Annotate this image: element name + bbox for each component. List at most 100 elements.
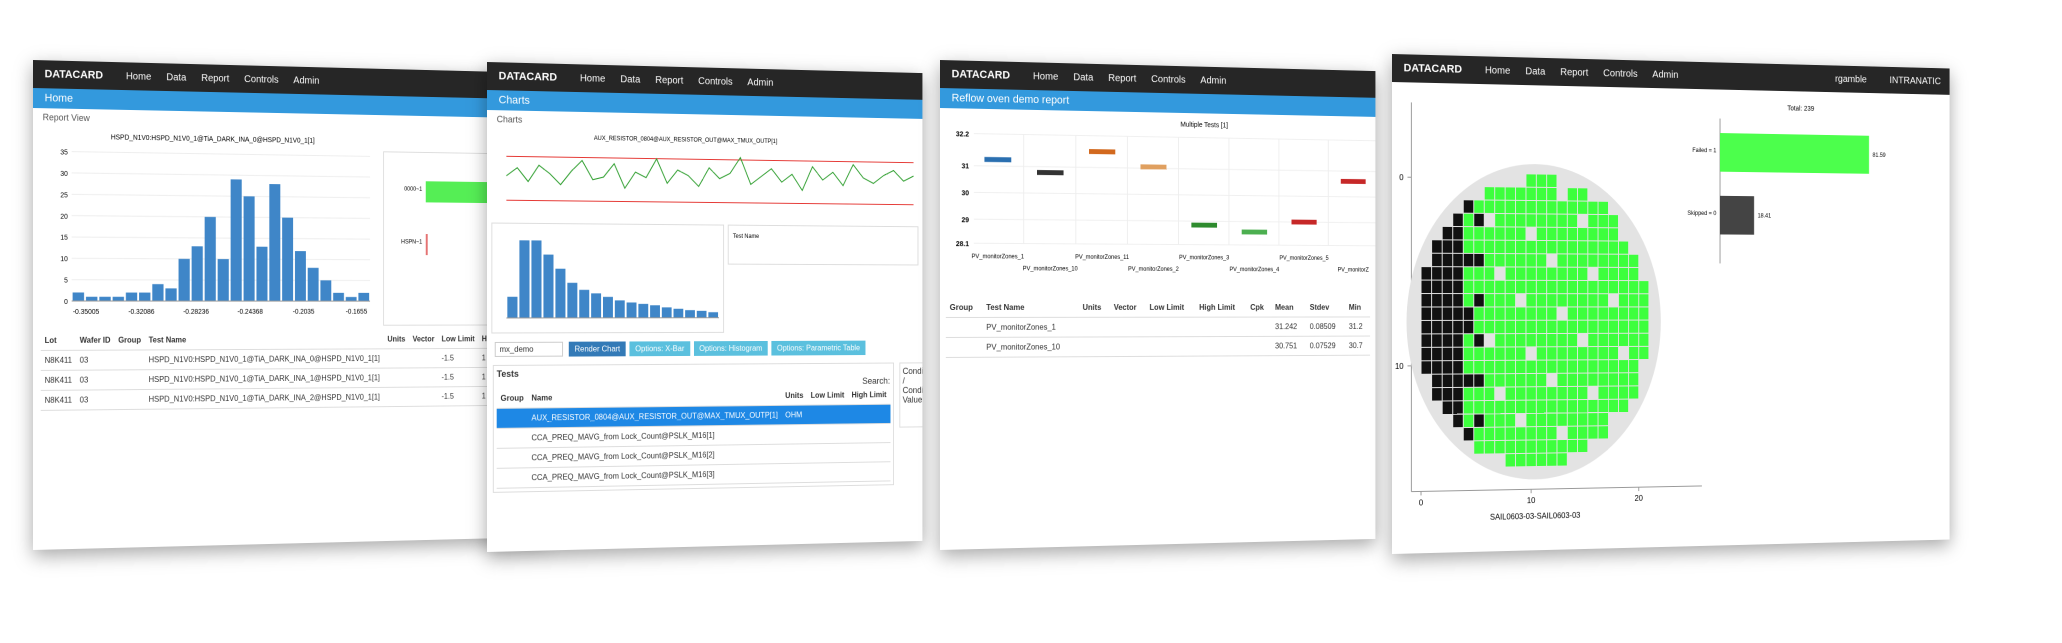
wafer-die: [1453, 361, 1463, 374]
selector[interactable]: mx_demo: [494, 341, 564, 357]
wafer-die: [1526, 200, 1536, 214]
nav-item[interactable]: Report: [1560, 66, 1589, 79]
nav-item[interactable]: Report: [1108, 72, 1137, 85]
wafer-die: [1567, 188, 1578, 201]
nav-item[interactable]: Admin: [293, 74, 320, 87]
wafer-die: [1432, 320, 1442, 334]
nav-item[interactable]: Home: [1032, 70, 1059, 83]
nav-item[interactable]: Admin: [1200, 74, 1227, 87]
nav-item[interactable]: Report: [201, 72, 230, 85]
wafer-die: [1598, 333, 1608, 347]
wafer-die: [1598, 254, 1608, 267]
nav-item[interactable]: Data: [1525, 65, 1546, 78]
table-cell: [409, 386, 439, 407]
wafer-die: [1578, 360, 1588, 373]
button[interactable]: Options: Histogram: [693, 340, 768, 356]
x-tick-label: 0: [1419, 498, 1424, 507]
wafer-die: [1453, 226, 1463, 240]
wafer-die: [1442, 226, 1453, 240]
wafer-die: [1536, 214, 1547, 227]
wafer-die: [1495, 374, 1505, 387]
wafer-die: [1557, 413, 1567, 426]
nav-item[interactable]: Controls: [1151, 73, 1186, 86]
wafer-die: [1474, 360, 1484, 374]
bar: [178, 258, 190, 302]
nav-item[interactable]: Home: [1484, 64, 1511, 77]
wafer-die: [1557, 333, 1567, 347]
table-cell: [496, 447, 528, 469]
wafer-die: [1588, 214, 1598, 228]
table-cell: N8K411: [40, 370, 76, 391]
table-cell: [807, 404, 848, 425]
wafer-die: [1453, 401, 1463, 414]
nav-item[interactable]: Admin: [747, 76, 774, 89]
nav-item[interactable]: Data: [166, 71, 187, 84]
wafer-die: [1505, 347, 1516, 360]
wafer-die: [1463, 427, 1474, 441]
wafer-die: [1608, 386, 1618, 399]
wafer-die: [1536, 400, 1547, 413]
chart-title: Multiple Tests [1]: [1180, 122, 1228, 130]
nav-item[interactable]: Controls: [698, 75, 733, 88]
wafer-die: [1474, 227, 1484, 240]
wafer-die: [1547, 360, 1557, 373]
wafer-die: [1536, 440, 1547, 453]
nav-item[interactable]: Home: [125, 70, 152, 83]
bar-category: Failed = 1: [1692, 148, 1716, 154]
bar: [685, 310, 695, 318]
wafer-die: [1516, 374, 1526, 387]
wafer-die: [1557, 201, 1567, 214]
nav-item[interactable]: Controls: [1603, 67, 1638, 80]
table-cell: [847, 423, 891, 444]
wafer-die: [1474, 427, 1484, 441]
button[interactable]: Options: X-Bar: [629, 341, 690, 357]
wafer-die: [1516, 267, 1526, 280]
wafer-die: [1526, 427, 1536, 440]
wafer-die: [1495, 414, 1505, 427]
wafer-die: [1495, 254, 1505, 267]
x-tick-label: -0.28236: [183, 309, 209, 316]
wafer-die: [1505, 414, 1516, 427]
y-tick-label: 20: [60, 213, 68, 220]
nav-item[interactable]: Controls: [244, 73, 279, 86]
x-tick-label: 20: [1635, 494, 1644, 503]
x-tick-label: 10: [1527, 496, 1536, 505]
wafer-die: [1629, 386, 1639, 399]
chart-title: Total: 239: [1787, 105, 1814, 112]
y-tick-label: 31: [962, 163, 970, 170]
wafer-die: [1516, 347, 1526, 360]
nav-item[interactable]: Report: [655, 74, 684, 87]
wafer-die: [1484, 267, 1495, 280]
x-tick-label: PV_monitorZones_3: [1179, 255, 1230, 261]
wafer-die: [1442, 240, 1453, 253]
wafer-die: [1547, 400, 1557, 413]
wafer-die: [1495, 227, 1505, 240]
table-cell: [807, 443, 848, 464]
wafer-die: [1536, 280, 1547, 294]
wafer-die: [1547, 174, 1557, 188]
nav-item[interactable]: Data: [1073, 71, 1094, 84]
wafer-die: [1442, 294, 1453, 307]
wafer-die: [1495, 320, 1505, 334]
wafer-die: [1547, 320, 1557, 334]
wafer-die: [1463, 334, 1474, 347]
grid-line: [72, 194, 370, 197]
table-cell: 03: [75, 350, 115, 371]
button[interactable]: Options: Parametric Table: [771, 340, 866, 356]
wafer-die: [1484, 227, 1495, 240]
wafer-die: [1639, 346, 1649, 360]
button[interactable]: Render Chart: [568, 341, 626, 357]
wafer-die: [1536, 307, 1547, 320]
table-cell: [945, 317, 983, 338]
wafer-die: [1588, 333, 1598, 347]
x-axis: [1411, 486, 1702, 492]
nav-item[interactable]: Data: [620, 73, 641, 86]
wafer-die: [1618, 320, 1629, 333]
wafer-die: [1463, 253, 1474, 267]
nav-item[interactable]: Home: [579, 72, 606, 85]
wafer-die: [1557, 214, 1567, 227]
column-header: Mean: [1271, 298, 1307, 318]
box: [1291, 219, 1317, 225]
nav-item[interactable]: Admin: [1652, 69, 1679, 81]
table-cell: [1246, 317, 1272, 337]
